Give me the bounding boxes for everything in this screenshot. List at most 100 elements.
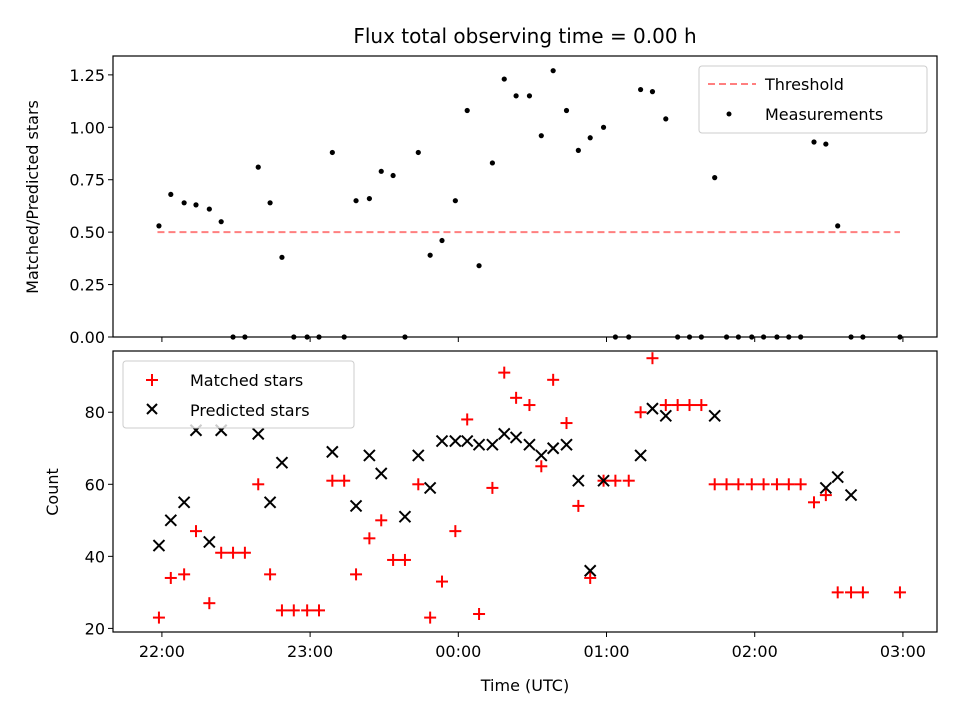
matched-stars-point: [535, 460, 548, 473]
x-tick-label: 00:00: [435, 642, 481, 661]
measurement-point: [390, 172, 396, 179]
predicted-stars-point: [819, 481, 833, 495]
measurement-point: [637, 86, 644, 93]
matched-stars-point: [387, 553, 400, 566]
matched-stars-point: [424, 611, 437, 624]
matched-stars-point: [572, 499, 585, 512]
matched-stars-point: [856, 586, 869, 599]
measurement-point: [501, 76, 507, 82]
predicted-stars-point: [708, 409, 721, 423]
predicted-stars-point: [423, 481, 437, 495]
matched-stars-point: [203, 597, 216, 610]
matched-stars-point: [547, 373, 560, 386]
predicted-legend-marker: [146, 403, 158, 415]
matched-stars-point: [412, 478, 425, 491]
legend-threshold-label: Threshold: [764, 75, 844, 94]
y-tick-label: 0.25: [69, 276, 105, 295]
matched-stars-point: [338, 474, 351, 487]
measurement-point: [156, 223, 162, 229]
measurement-point: [811, 139, 817, 145]
predicted-stars-point: [486, 438, 499, 451]
x-tick-label: 23:00: [287, 642, 333, 661]
predicted-stars-point: [460, 434, 474, 448]
x-tick-label: 02:00: [732, 642, 778, 661]
y-tick-label: 1.25: [69, 66, 105, 85]
ratio-axes-frame: [112, 55, 938, 338]
measurement-point: [663, 116, 669, 122]
predicted-stars-point: [375, 467, 388, 480]
predicted-stars-point: [152, 539, 166, 552]
matched-stars-point: [845, 586, 858, 599]
count-legend: Matched stars Predicted stars: [122, 360, 355, 429]
matched-stars-point: [264, 568, 277, 581]
matched-stars-point: [275, 604, 288, 617]
measurement-point: [168, 191, 174, 198]
predicted-stars-point: [363, 449, 376, 462]
predicted-stars-point: [177, 496, 191, 509]
matched-stars-point: [757, 478, 770, 491]
ratio-x-ticks: [161, 337, 904, 342]
predicted-stars-point: [449, 434, 462, 448]
matched-stars-point: [301, 604, 314, 617]
predicted-stars-point: [523, 438, 536, 451]
matched-stars-point: [708, 478, 721, 491]
predicted-stars-point: [412, 449, 425, 462]
matched-stars-point: [498, 366, 511, 379]
measurement-point: [464, 107, 470, 114]
matched-stars-point: [683, 399, 696, 412]
y-tick-label: 0.50: [69, 223, 105, 242]
predicted-stars-point: [435, 434, 449, 448]
measurement-point: [538, 133, 544, 139]
matched-stars-point: [189, 525, 202, 538]
measurement-point: [649, 89, 656, 95]
x-tick-label: 03:00: [880, 642, 926, 661]
ratio-legend: Threshold Measurements: [698, 65, 928, 134]
matched-stars-point: [807, 496, 820, 509]
predicted-stars-point: [546, 442, 560, 455]
predicted-stars-point: [252, 427, 265, 441]
predicted-stars-point: [472, 438, 486, 451]
matched-stars-point: [398, 553, 411, 566]
predicted-stars-point: [634, 449, 647, 462]
predicted-stars-point: [509, 431, 523, 444]
predicted-stars-point: [263, 496, 277, 509]
matched-stars-point: [486, 481, 499, 494]
measurement-point: [513, 93, 519, 99]
matched-stars-point: [375, 514, 388, 527]
measurement-point: [476, 263, 482, 269]
x-axis-label: Time (UTC): [480, 676, 569, 695]
measurement-point: [600, 124, 607, 130]
predicted-stars-point: [498, 427, 511, 441]
y-tick-label: 80: [85, 403, 105, 422]
count-x-axis: 22:00 23:00 00:00 01:00 02:00 03:00: [139, 632, 926, 661]
y-tick-label: 0.00: [69, 328, 105, 347]
matched-stars-point: [523, 399, 536, 412]
predicted-stars-point: [398, 510, 412, 523]
matched-stars-point: [178, 568, 191, 581]
measurement-point: [835, 223, 841, 229]
measurement-point: [329, 149, 335, 156]
matched-stars-point: [461, 413, 474, 426]
predicted-stars-point: [326, 445, 339, 459]
matched-stars-point: [893, 586, 906, 599]
y-tick-label: 60: [85, 475, 105, 494]
count-y-axis-label: Count: [43, 468, 62, 516]
matched-stars-point: [215, 546, 228, 559]
legend-matched-label: Matched stars: [190, 371, 303, 390]
measurement-point: [823, 141, 829, 147]
chart-title: Flux total observing time = 0.00 h: [353, 24, 696, 48]
measurement-point: [366, 195, 372, 202]
x-tick-label: 01:00: [583, 642, 629, 661]
matched-stars-point: [350, 568, 363, 581]
matched-stars-point: [449, 525, 462, 538]
x-tick-label: 22:00: [139, 642, 185, 661]
predicted-stars-point: [275, 456, 289, 469]
matched-stars-point: [164, 571, 177, 584]
measurement-point: [193, 202, 199, 208]
matched-stars-point: [584, 571, 597, 584]
matched-stars-point: [473, 607, 486, 620]
predicted-stars-point: [597, 474, 610, 487]
ratio-y-axis-label: Matched/Predicted stars: [23, 100, 42, 294]
measurement-point: [218, 219, 224, 225]
predicted-stars-point: [203, 535, 216, 549]
